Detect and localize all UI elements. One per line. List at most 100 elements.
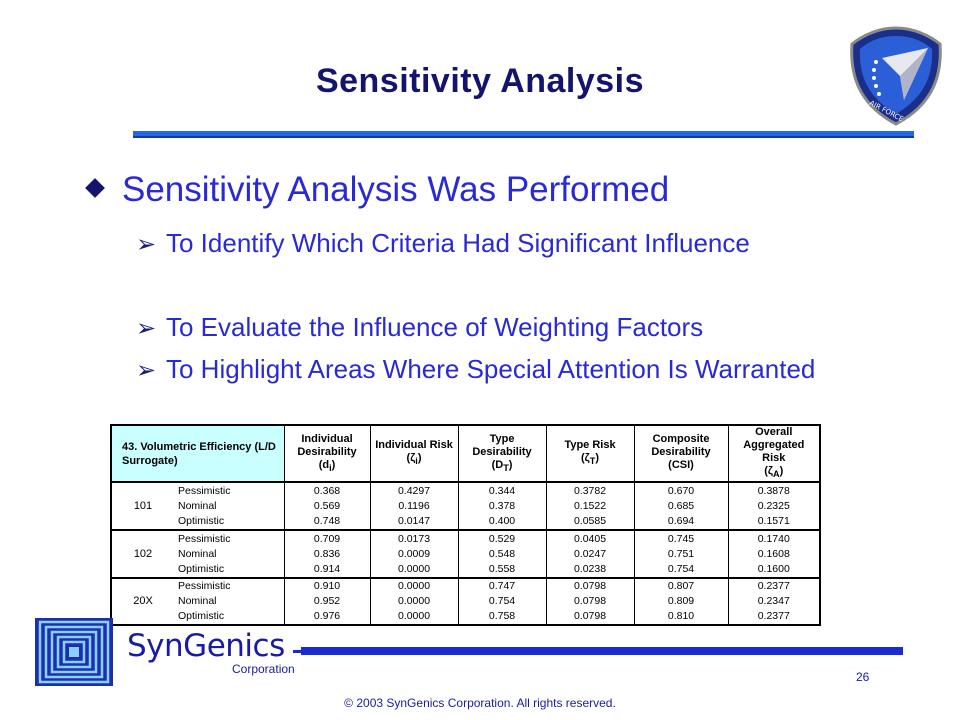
company-subtitle: Corporation (232, 662, 295, 676)
table-cell: 0.529 (457, 529, 547, 547)
arrow-bullet-icon: ➢ (136, 315, 157, 342)
table-cell: 0.1740 (727, 529, 820, 547)
table-cell: 0.1522 (545, 498, 635, 514)
copyright-notice: © 2003 SynGenics Corporation. All rights… (344, 696, 616, 710)
sub-bullet-text: To Identify Which Criteria Had Significa… (166, 228, 750, 258)
case-label: Nominal (178, 500, 217, 513)
table-cell: 0.0000 (369, 561, 459, 579)
column-header: Overall Aggregated Risk (ζA) (727, 426, 820, 484)
table-cell: 0.3782 (545, 482, 635, 499)
case-label: Optimistic (178, 610, 225, 623)
case-label: Optimistic (174, 561, 285, 579)
table-cell: 0.3878 (727, 482, 820, 499)
table-row: Optimistic 0.976 0.0000 0.758 0.0798 0.8… (112, 608, 820, 624)
table-cell: 0.670 (633, 482, 729, 499)
table-row: Nominal 0.952 0.0000 0.754 0.0798 0.809 … (112, 593, 820, 609)
table-cell: 0.2377 (727, 577, 820, 594)
table-cell: 0.400 (457, 513, 547, 531)
sensitivity-table-grid: 43. Volumetric Efficiency (L/D Surrogate… (112, 426, 820, 624)
column-header: Individual Desirability (di) (283, 426, 371, 484)
sub-bullet: ➢ To Evaluate the Influence of Weighting … (136, 312, 703, 344)
arrow-bullet-icon: ➢ (136, 357, 157, 384)
table-cell: 0.0798 (545, 608, 635, 624)
table-cell: 0.976 (283, 608, 371, 624)
table-cell: 0.378 (457, 498, 547, 514)
table-cell: 0.748 (283, 513, 371, 531)
table-cell: 0.745 (633, 529, 729, 547)
case-label: Pessimistic (178, 532, 231, 545)
column-header: Type Risk (ζT) (545, 426, 635, 484)
table-cell: 0.368 (283, 482, 371, 499)
table-cell: 0.569 (283, 498, 371, 514)
table-cell: 0.810 (633, 608, 729, 624)
table-cell: 0.709 (283, 529, 371, 547)
table-cell: 0.0405 (545, 529, 635, 547)
table-cell: 0.344 (457, 482, 547, 499)
arrow-bullet-icon: ➢ (136, 231, 157, 258)
table-cell: 0.809 (633, 593, 729, 609)
table-cell: 0.0247 (545, 546, 635, 562)
title-divider-shadow (133, 136, 914, 138)
case-label: Nominal (178, 595, 217, 608)
case-label: Pessimistic (178, 580, 231, 593)
table-row: Optimistic 0.914 0.0000 0.558 0.0238 0.7… (112, 561, 820, 579)
table-row: 102 Pessimistic 0.709 0.0173 0.529 0.040… (112, 529, 820, 579)
table-row: Optimistic 0.748 0.0147 0.400 0.0585 0.6… (112, 513, 820, 531)
main-bullet: Sensitivity Analysis Was Performed (85, 170, 670, 210)
slide-title: Sensitivity Analysis (315, 62, 645, 100)
sub-bullet-text: To Highlight Areas Where Special Attenti… (166, 354, 816, 384)
case-label: Nominal (178, 547, 217, 560)
table-cell: 0.0000 (369, 608, 459, 624)
table-cell: 0.4297 (369, 482, 459, 499)
table-cell: 0.0000 (369, 577, 459, 594)
table-cell: 0.836 (283, 546, 371, 562)
table-cell: 0.754 (633, 561, 729, 579)
table-cell: 0.0000 (369, 593, 459, 609)
table-cell: 0.2377 (727, 608, 820, 624)
table-cell: 0.751 (633, 546, 729, 562)
sub-bullet-text: To Evaluate the Influence of Weighting F… (166, 312, 704, 342)
table-cell: 0.694 (633, 513, 729, 531)
title-divider (133, 131, 914, 138)
group-label: 102 (112, 529, 174, 579)
table-row: Nominal 0.569 0.1196 0.378 0.1522 0.685 … (112, 498, 820, 514)
table-cell: 0.0009 (369, 546, 459, 562)
table-cell: 0.807 (633, 577, 729, 594)
table-cell: 0.0173 (369, 529, 459, 547)
diamond-bullet-icon (85, 178, 105, 198)
table-cell: 0.0147 (369, 513, 459, 531)
table-cell: 0.747 (457, 577, 547, 594)
company-name: SynGenics (127, 628, 285, 664)
table-cell: 0.0238 (545, 561, 635, 579)
case-label: Optimistic (174, 513, 285, 531)
table-cell: 0.914 (283, 561, 371, 579)
table-cell: 0.558 (457, 561, 547, 579)
afrl-emblem-icon: AIR FORCE RESEARCH LABORATORY (850, 26, 946, 128)
table-cell: 0.1571 (727, 513, 820, 531)
table-row: 101 Pessimistic 0.368 0.4297 0.344 0.378… (112, 482, 820, 531)
table-row: Nominal 0.836 0.0009 0.548 0.0247 0.751 … (112, 546, 820, 562)
table-row: 20X Pessimistic 0.910 0.0000 0.747 0.079… (112, 577, 820, 607)
table-cell: 0.685 (633, 498, 729, 514)
table-cell: 0.2325 (727, 498, 820, 514)
column-header: Composite Desirability (CSI) (633, 426, 729, 484)
sub-bullet: ➢ To Identify Which Criteria Had Signific… (136, 228, 786, 260)
syngenics-logo-icon (35, 618, 113, 686)
sensitivity-table: 43. Volumetric Efficiency (L/D Surrogate… (110, 424, 821, 626)
sub-bullet: ➢ To Highlight Areas Where Special Attent… (136, 354, 846, 386)
case-label: Pessimistic (178, 484, 231, 497)
footer-divider (301, 647, 903, 655)
page-number: 26 (856, 670, 870, 684)
group-label: 20X (133, 595, 153, 608)
table-cell: 0.754 (457, 593, 547, 609)
main-bullet-text: Sensitivity Analysis Was Performed (122, 170, 670, 209)
table-cell: 0.1608 (727, 546, 820, 562)
column-header: Individual Risk (ζi) (369, 426, 459, 484)
table-cell: 0.1196 (369, 498, 459, 514)
table-cell: 0.0798 (545, 577, 635, 594)
table-cell: 0.758 (457, 608, 547, 624)
table-cell: 0.952 (283, 593, 371, 609)
footer-divider-tip (293, 650, 303, 653)
table-cell: 0.1600 (727, 561, 820, 579)
group-label: 101 (112, 482, 174, 531)
